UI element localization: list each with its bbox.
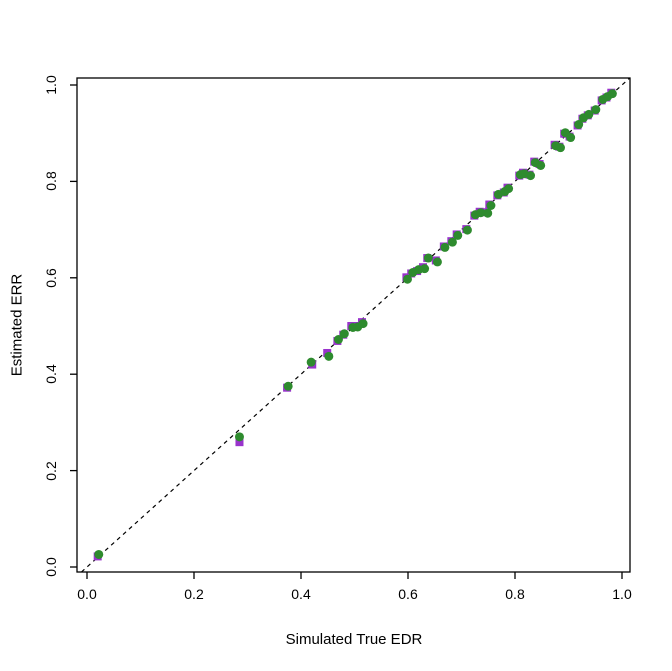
data-point-circle [555,143,565,153]
data-point-circle [447,237,457,247]
x-tick-label: 1.0 [612,586,632,602]
data-point-circle [566,133,576,143]
data-point-circle [607,89,617,99]
y-tick-label: 0.2 [43,460,59,481]
y-axis-title: Estimated ERR [8,273,26,377]
y-tick-label: 0.6 [43,268,59,288]
y-tick-label: 0.8 [43,171,59,192]
data-point-circle [526,171,536,181]
x-tick-label: 0.2 [184,586,204,602]
x-tick-label: 0.4 [291,586,311,602]
x-axis-title: Simulated True EDR [285,631,423,648]
x-tick-label: 0.8 [505,586,525,602]
data-point-circle [358,319,368,329]
data-point-square [235,438,244,447]
data-point-circle [432,257,442,267]
data-point-circle [402,274,412,284]
data-point-circle [94,549,104,559]
y-tick-label: 1.0 [43,75,59,95]
data-point-circle [339,329,349,339]
x-tick-label: 0.6 [398,586,418,602]
data-point-circle [574,120,584,130]
data-point-circle [462,225,472,235]
data-point-circle [504,184,514,194]
plot-frame [76,77,631,573]
data-point-circle [306,357,316,367]
data-point-circle [440,242,450,252]
data-point-circle [283,381,293,391]
data-point-circle [420,264,430,274]
data-point-circle [486,201,496,210]
x-tick-label: 0.0 [77,586,97,602]
data-point-circle [234,432,244,442]
data-point-circle [591,105,601,115]
y-tick-label: 0.0 [43,557,59,577]
data-point-circle [324,351,334,361]
data-point-circle [584,109,594,119]
data-point-circle [453,230,463,240]
data-point-circle [536,160,546,170]
data-point-circle [423,253,433,263]
data-point-circle [476,208,486,218]
data-point-circle [483,208,493,218]
data-point-circle [333,334,343,344]
y-tick-label: 0.4 [43,364,59,384]
